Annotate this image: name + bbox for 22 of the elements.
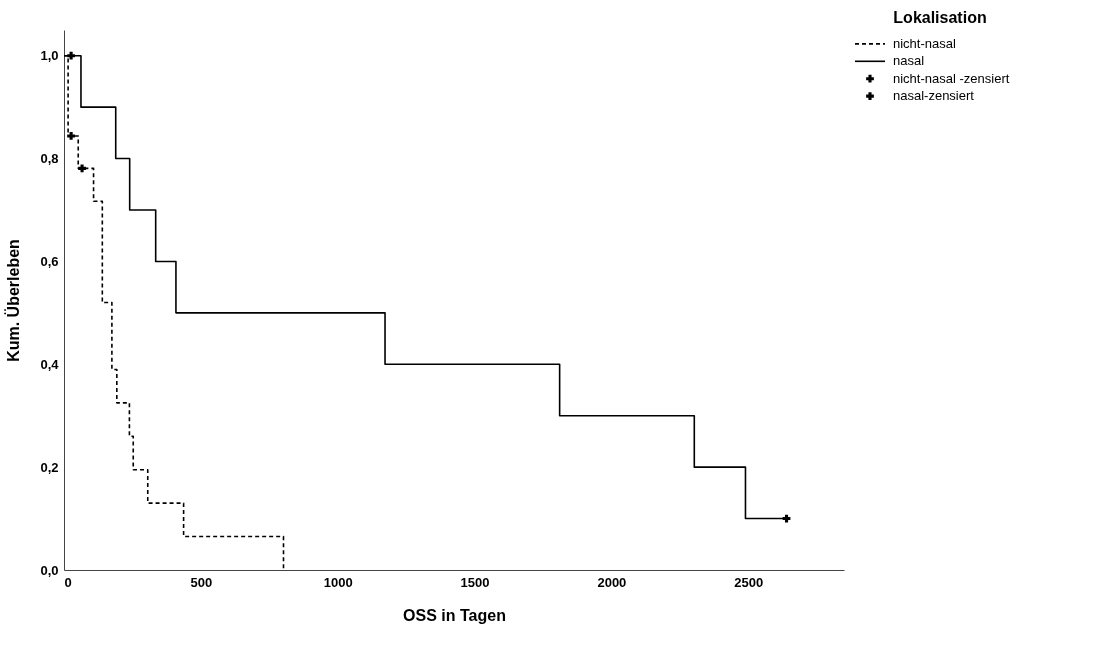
y-tick-label: 0,6 bbox=[40, 253, 59, 269]
x-tick-label: 1000 bbox=[323, 574, 353, 590]
legend-label: nicht-nasal -zensiert bbox=[893, 70, 1010, 86]
x-tick-label: 2000 bbox=[597, 574, 627, 590]
y-axis-title: Kum. Überleben bbox=[4, 239, 23, 362]
point bbox=[67, 51, 75, 60]
x-tick-label: 0 bbox=[64, 574, 72, 590]
legend-label: nasal-zensiert bbox=[893, 88, 975, 104]
y-tick-label: 0,8 bbox=[40, 151, 59, 167]
y-tick-label: 0,4 bbox=[40, 356, 60, 372]
x-tick-label: 2500 bbox=[734, 574, 764, 590]
x-axis-title: OSS in Tagen bbox=[403, 606, 506, 624]
y-tick-label: 1,0 bbox=[40, 48, 59, 64]
legend-label: nasal bbox=[893, 53, 925, 69]
legend-title: Lokalisation bbox=[893, 9, 987, 26]
x-tick-label: 500 bbox=[190, 574, 213, 590]
legend-label: nicht-nasal bbox=[893, 35, 956, 51]
x-tick-label: 1500 bbox=[460, 574, 490, 590]
y-tick-label: 0,0 bbox=[40, 562, 59, 578]
y-tick-label: 0,2 bbox=[40, 459, 59, 475]
point bbox=[78, 164, 86, 173]
point bbox=[67, 132, 75, 140]
